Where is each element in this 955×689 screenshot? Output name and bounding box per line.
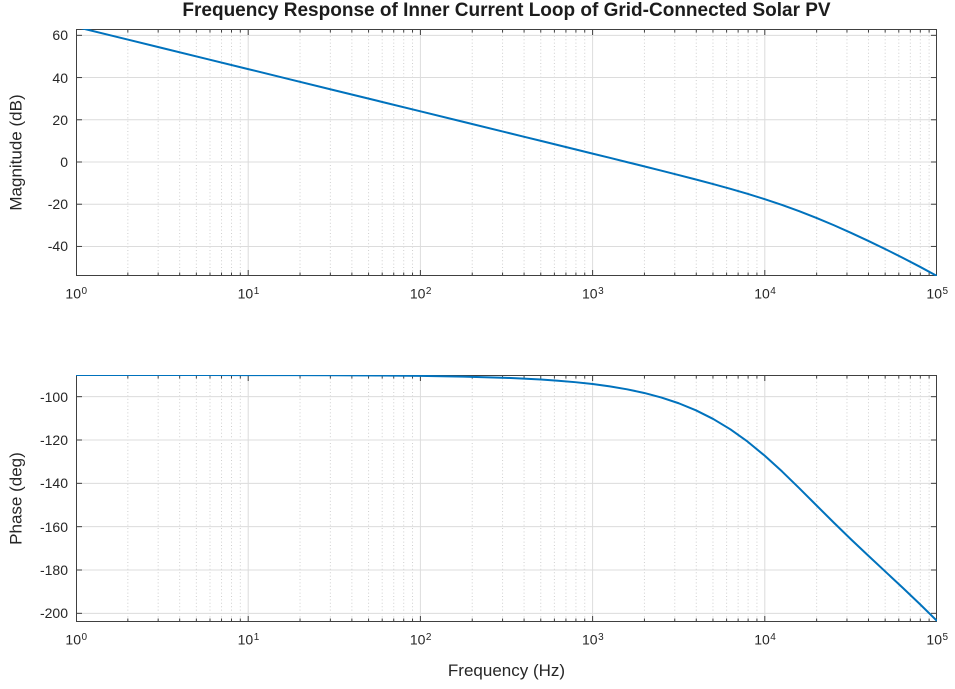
x-tick-label: 103 bbox=[582, 631, 604, 648]
x-tick-label: 104 bbox=[754, 631, 776, 648]
magnitude-dB-curve bbox=[80, 29, 937, 276]
x-tick-label: 103 bbox=[582, 285, 604, 302]
figure-title: Frequency Response of Inner Current Loop… bbox=[182, 0, 831, 21]
frequency-axis-label: Frequency (Hz) bbox=[447, 661, 566, 680]
x-tick-label: 102 bbox=[409, 631, 432, 648]
y-tick-label: -140 bbox=[39, 475, 68, 492]
x-tick-label: 105 bbox=[926, 285, 949, 302]
axes-frame bbox=[76, 375, 937, 622]
x-tick-label: 101 bbox=[237, 631, 260, 648]
grid-lines bbox=[76, 29, 937, 276]
axes-frame bbox=[76, 29, 937, 276]
y-tick-label: -40 bbox=[47, 238, 68, 255]
x-tick-label: 100 bbox=[65, 631, 88, 648]
x-tick-label: 104 bbox=[754, 285, 776, 302]
y-tick-label: -20 bbox=[47, 196, 68, 213]
phase-plot bbox=[76, 375, 937, 622]
axis-ticks bbox=[76, 375, 937, 622]
y-tick-label: 20 bbox=[52, 111, 68, 128]
magnitude-plot bbox=[76, 29, 937, 276]
y-tick-label: -100 bbox=[39, 388, 68, 405]
axis-ticks bbox=[76, 29, 937, 276]
x-tick-label: 105 bbox=[926, 631, 949, 648]
x-tick-label: 102 bbox=[409, 285, 432, 302]
y-tick-label: -160 bbox=[39, 518, 68, 535]
phase-deg-curve bbox=[76, 375, 937, 622]
y-tick-label: -200 bbox=[39, 605, 68, 622]
y-tick-label: 0 bbox=[60, 154, 68, 170]
x-tick-label: 100 bbox=[65, 285, 88, 302]
x-tick-label: 101 bbox=[237, 285, 260, 302]
y-tick-label: 40 bbox=[52, 69, 68, 86]
y-tick-label: 60 bbox=[52, 27, 68, 44]
y-tick-label: -180 bbox=[39, 562, 68, 578]
grid-lines bbox=[76, 375, 937, 622]
y-tick-label: -120 bbox=[39, 432, 68, 448]
